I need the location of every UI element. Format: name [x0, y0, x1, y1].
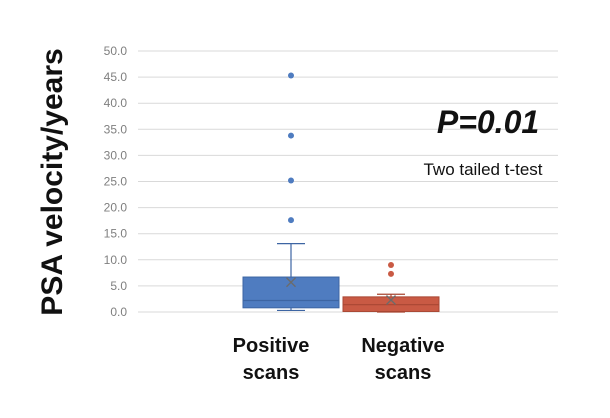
box-positive — [242, 72, 340, 312]
category-label-1-line-0: Negative — [361, 335, 444, 357]
p-value-annotation: P=0.01 — [437, 104, 539, 140]
y-tick-label-7: 35.0 — [104, 122, 128, 136]
y-tick-label-5: 25.0 — [104, 175, 128, 189]
y-tick-label-10: 50.0 — [104, 44, 128, 58]
y-tick-label-8: 40.0 — [104, 96, 128, 110]
outlier-point-0-2 — [288, 132, 294, 139]
box-layer — [242, 72, 440, 313]
y-tick-labels: 0.0 5.0 10.0 15.0 20.0 25.0 30.0 35.0 40.0 45.0 50… — [104, 44, 128, 319]
y-tick-label-2: 10.0 — [104, 253, 128, 267]
mean-marker-b-1 — [386, 295, 396, 305]
y-axis-label: PSA velocity/years — [36, 48, 69, 315]
category-label-0-line-1: scans — [243, 362, 300, 384]
y-tick-label-3: 15.0 — [104, 227, 128, 241]
y-tick-label-4: 20.0 — [104, 201, 128, 215]
y-tick-label-6: 30.0 — [104, 148, 128, 162]
y-tick-label-0: 0.0 — [110, 305, 127, 319]
y-tick-label-9: 45.0 — [104, 70, 128, 84]
outlier-point-0-3 — [288, 72, 294, 79]
mean-marker-b-0 — [286, 277, 296, 288]
box-negative — [342, 262, 440, 313]
test-annotation: Two tailed t-test — [423, 160, 542, 179]
outlier-point-0-0 — [288, 217, 294, 224]
category-label-1-line-1: scans — [375, 362, 432, 384]
outlier-point-1-0 — [388, 270, 394, 277]
grid-layer — [138, 50, 558, 313]
outlier-point-0-1 — [288, 177, 294, 184]
y-tick-label-1: 5.0 — [110, 279, 127, 293]
category-labels: Positive scans Negative scans — [233, 335, 445, 384]
outlier-point-1-1 — [388, 262, 394, 269]
category-label-0-line-0: Positive — [233, 335, 310, 357]
